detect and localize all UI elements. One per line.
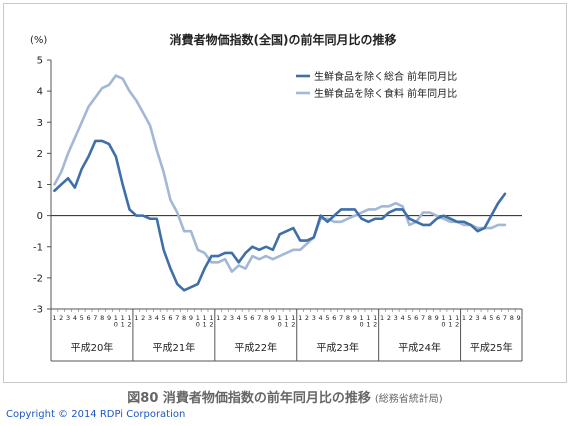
x-month-label: 4: [319, 314, 323, 322]
x-month-label: 6: [86, 314, 90, 322]
legend-label: 生鮮食品を除く食料 前年同月比: [314, 87, 457, 100]
x-month-label: 7: [175, 314, 179, 322]
caption-source: (総務省統計局): [374, 394, 443, 405]
x-month-label: 2: [223, 314, 227, 322]
x-month-label: 8: [346, 314, 350, 322]
x-month-label: 8: [510, 314, 514, 322]
x-month-label: 1: [216, 314, 220, 322]
x-month-label: 3: [66, 314, 70, 322]
x-month-label: 5: [325, 314, 329, 322]
y-tick-label: 4: [37, 87, 43, 98]
x-month-label: 2: [141, 314, 145, 322]
x-month-label: 3: [148, 314, 152, 322]
x-month-label: 2: [469, 314, 473, 322]
y-tick-label: 1: [37, 180, 43, 191]
x-month-label: 1: [298, 314, 302, 322]
x-month-label: 6: [496, 314, 500, 322]
x-month-label: 3: [476, 314, 480, 322]
x-month-label: 7: [503, 314, 507, 322]
x-month-label: 6: [332, 314, 336, 322]
series-line-food: [53, 74, 507, 273]
year-label: 平成25年: [470, 341, 513, 354]
x-month-label: 9: [435, 314, 439, 322]
x-month-label: 8: [428, 314, 432, 322]
x-month-label: 8: [264, 314, 268, 322]
x-month-label: 3: [394, 314, 398, 322]
figure-caption: 図80 消費者物価指数の前年同月比の推移 (総務省統計局): [0, 387, 570, 406]
x-month-label: 5: [243, 314, 247, 322]
y-tick-label: -1: [33, 242, 43, 253]
x-month-label: 4: [400, 314, 404, 322]
x-month-label: 4: [237, 314, 241, 322]
x-month-label: 9: [107, 314, 111, 322]
x-month-label: 5: [489, 314, 493, 322]
x-month-label: 2: [387, 314, 391, 322]
y-tick-label: 3: [37, 118, 43, 129]
x-month-label: 1: [134, 314, 138, 322]
x-month-label: 8: [182, 314, 186, 322]
x-month-label: 8: [100, 314, 104, 322]
x-month-label: 3: [312, 314, 316, 322]
x-month-label: 2: [305, 314, 309, 322]
x-month-label: 9: [189, 314, 193, 322]
x-month-label: 4: [482, 314, 486, 322]
x-month-label: 4: [73, 314, 77, 322]
x-month-label: 1: [462, 314, 466, 322]
chart-border: [3, 3, 567, 383]
x-month-label: 7: [93, 314, 97, 322]
x-month-label: 6: [168, 314, 172, 322]
x-month-label: 5: [162, 314, 166, 322]
x-month-label: 3: [230, 314, 234, 322]
x-month-label: 9: [271, 314, 275, 322]
x-month-label: 5: [80, 314, 84, 322]
chart-title: 消費者物価指数(全国)の前年同月比の推移: [170, 32, 397, 47]
x-month-label: 2: [59, 314, 63, 322]
caption-text: 図80 消費者物価指数の前年同月比の推移: [127, 391, 371, 406]
x-month-label: 9: [353, 314, 357, 322]
year-label: 平成23年: [316, 341, 359, 354]
x-month-label: 6: [414, 314, 418, 322]
x-month-label: 9: [517, 314, 521, 322]
year-label: 平成21年: [153, 341, 196, 354]
series-line-core-cpi: [53, 139, 507, 292]
y-tick-label: -2: [33, 273, 43, 284]
year-label: 平成20年: [71, 341, 114, 354]
y-tick-label: 2: [37, 149, 43, 160]
y-tick-label: 0: [37, 211, 43, 222]
legend-label: 生鮮食品を除く総合 前年同月比: [314, 70, 457, 83]
x-month-label: 4: [155, 314, 159, 322]
x-month-label: 7: [421, 314, 425, 322]
copyright-notice: Copyright © 2014 RDPi Corporation: [6, 409, 186, 420]
year-label: 平成24年: [398, 341, 441, 354]
y-tick-label: 5: [37, 56, 43, 67]
x-month-label: 7: [257, 314, 261, 322]
x-month-label: 5: [407, 314, 411, 322]
y-tick-label: -3: [33, 305, 43, 316]
year-label: 平成22年: [234, 341, 277, 354]
x-month-label: 6: [250, 314, 254, 322]
x-month-label: 1: [52, 314, 56, 322]
x-month-label: 1: [380, 314, 384, 322]
y-axis-unit: (%): [30, 35, 47, 46]
x-month-label: 7: [339, 314, 343, 322]
